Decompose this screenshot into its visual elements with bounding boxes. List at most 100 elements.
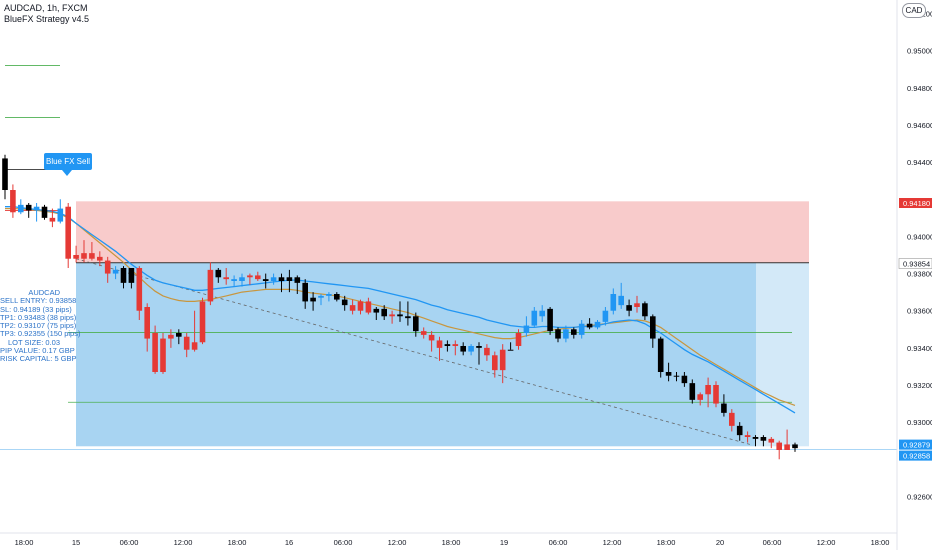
candle xyxy=(578,320,585,339)
price-tick-label: 0.92600 xyxy=(907,492,932,501)
candle xyxy=(594,320,601,330)
time-tick-label: 18:00 xyxy=(657,538,676,547)
candle xyxy=(223,268,229,285)
candle-body xyxy=(499,349,506,371)
candle-body xyxy=(626,305,632,311)
candle xyxy=(752,435,759,447)
candle xyxy=(428,331,435,352)
candle xyxy=(697,392,703,406)
candle xyxy=(247,273,253,285)
price-tick-label: 0.93600 xyxy=(907,307,932,316)
candle xyxy=(144,303,150,352)
candle-body xyxy=(365,301,372,313)
target-zone-extended xyxy=(756,262,809,447)
candle-body xyxy=(73,255,79,259)
candle-body xyxy=(444,344,451,346)
candle-body xyxy=(104,260,111,274)
price-label-bg xyxy=(898,258,932,269)
candle-body xyxy=(484,347,490,356)
candle xyxy=(626,299,632,317)
sell-signal-arrow-icon xyxy=(62,170,72,176)
price-tick-label: 0.93000 xyxy=(907,418,932,427)
strategy-name: BlueFX Strategy v4.5 xyxy=(4,14,90,24)
trade-info-panel: AUDCAD SELL ENTRY: 0.93858 SL: 0.94189 (33… xyxy=(0,288,80,364)
time-tick-label: 18:00 xyxy=(228,538,247,547)
candle xyxy=(468,344,474,356)
candle xyxy=(326,292,332,302)
candle xyxy=(168,329,174,348)
candle-body xyxy=(539,310,545,317)
candle xyxy=(634,295,640,313)
candle xyxy=(239,273,245,287)
price-axis[interactable]: 0.952000.950000.948000.946000.944000.940… xyxy=(896,0,932,550)
candle-body xyxy=(144,307,150,339)
candle-body xyxy=(397,314,403,317)
time-tick-label: 16 xyxy=(285,538,293,547)
candle-body xyxy=(768,438,775,443)
candle-body xyxy=(492,355,498,371)
candle xyxy=(776,440,782,460)
candle xyxy=(602,307,609,326)
price-label: 0.93854 xyxy=(898,258,932,269)
candle xyxy=(349,299,356,315)
candle-body xyxy=(255,275,261,280)
candle xyxy=(555,327,561,343)
candle-body xyxy=(318,295,324,298)
candle-body xyxy=(420,331,427,335)
time-axis[interactable]: 18:00 15 06:00 12:00 18:00 16 06:00 12:00 18:00 1… xyxy=(0,532,897,547)
trade-level-lines xyxy=(0,65,897,451)
candle xyxy=(294,275,301,294)
price-label-text: 0.93854 xyxy=(903,260,930,269)
symbol-title: AUDCAD, 1h, FXCM xyxy=(4,3,88,13)
candle-body xyxy=(120,268,127,283)
candle-body xyxy=(112,269,119,274)
candle-body xyxy=(341,299,348,306)
price-tick-label: 0.94600 xyxy=(907,121,932,130)
candle xyxy=(104,256,111,283)
candle xyxy=(413,312,419,337)
currency-badge[interactable]: CAD xyxy=(902,3,926,18)
candle xyxy=(792,442,798,452)
candle xyxy=(539,305,545,322)
candle-body xyxy=(657,338,664,372)
time-tick-label: 06:00 xyxy=(549,538,568,547)
sell-signal-label: Blue FX Sell xyxy=(44,153,92,170)
candle xyxy=(41,204,48,220)
candle xyxy=(255,271,261,281)
candle-body xyxy=(721,403,727,413)
candle xyxy=(673,372,680,382)
price-label: 0.92879 xyxy=(899,439,932,450)
time-tick-label: 20 xyxy=(716,538,724,547)
candle xyxy=(334,292,340,302)
candle xyxy=(381,305,387,320)
trade-info-line: PIP VALUE: 0.17 GBP xyxy=(0,346,75,356)
candle-body xyxy=(231,279,237,281)
candle xyxy=(571,327,577,339)
candle-body xyxy=(247,275,253,278)
candle-body xyxy=(334,294,340,300)
projection-line xyxy=(75,258,751,445)
candle-body xyxy=(705,385,711,395)
candle xyxy=(499,344,506,384)
candle-body xyxy=(555,329,561,339)
trade-info-line: AUDCAD xyxy=(28,288,60,297)
candle-body xyxy=(736,425,743,436)
price-tick-label: 0.94800 xyxy=(907,84,932,93)
candle-body xyxy=(729,412,735,426)
candle xyxy=(152,325,158,374)
candle xyxy=(744,431,751,443)
candle-body xyxy=(191,342,198,350)
candle xyxy=(610,288,617,315)
candle xyxy=(665,362,672,382)
candle-body xyxy=(610,294,617,311)
candle xyxy=(183,333,190,358)
candle-body xyxy=(373,308,380,313)
time-tick-label: 06:00 xyxy=(334,538,353,547)
candle xyxy=(642,301,648,320)
time-tick-label: 06:00 xyxy=(120,538,139,547)
candle xyxy=(73,245,79,263)
trade-info-line: RISK CAPITAL: 5 GBP xyxy=(0,354,77,364)
candle-body xyxy=(547,308,553,332)
trade-info-line: LOT SIZE: 0.03 xyxy=(8,337,60,347)
